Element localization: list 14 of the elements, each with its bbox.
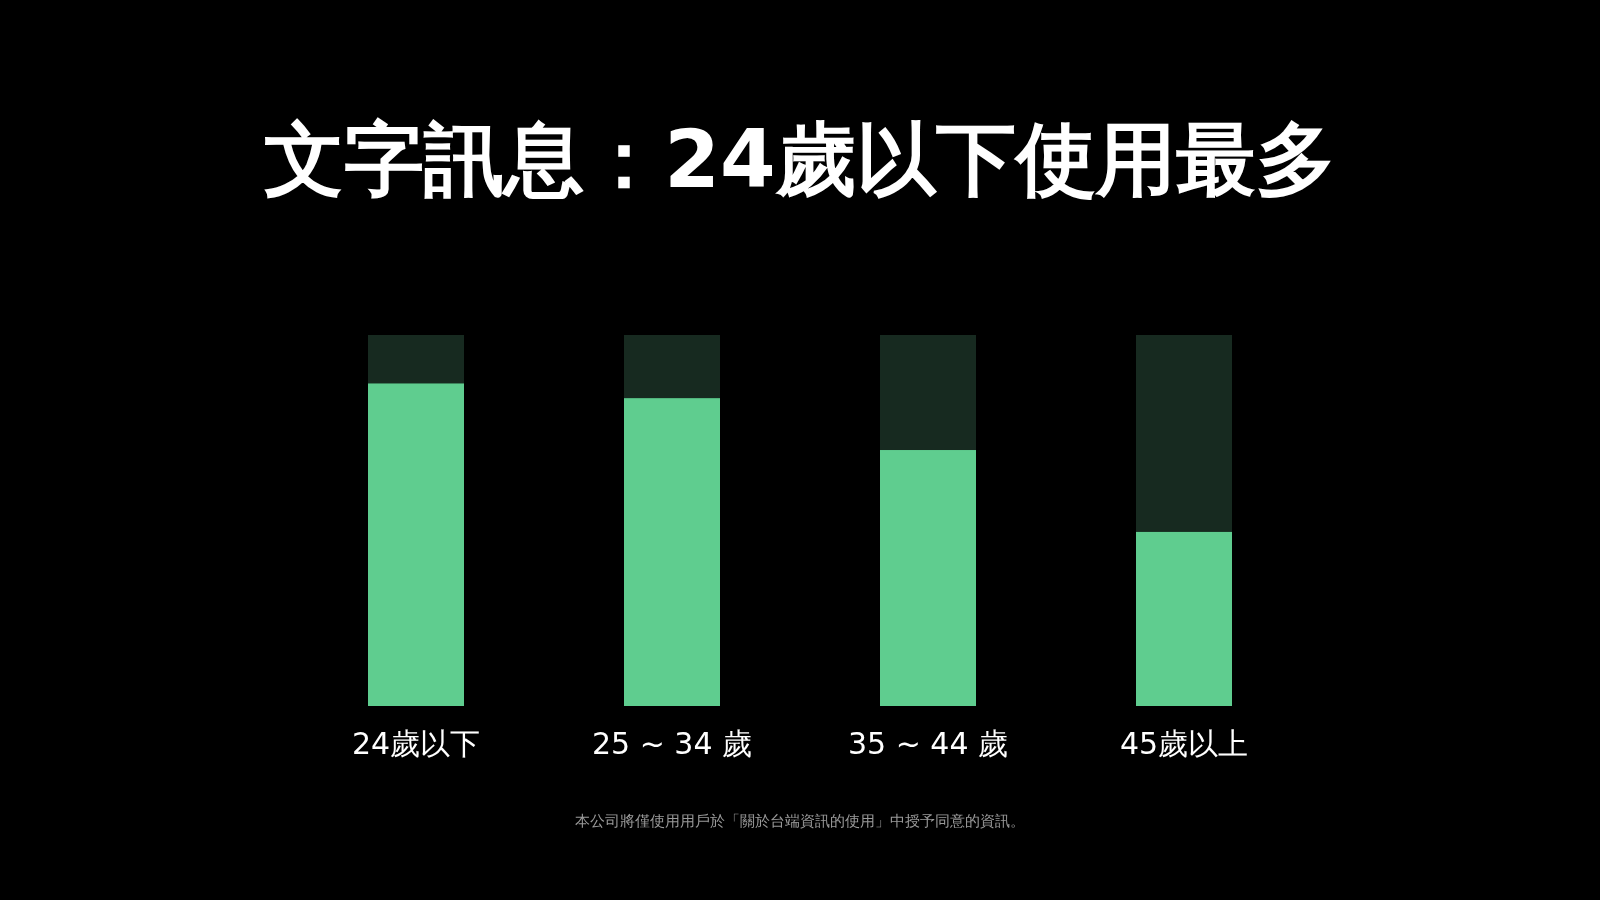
bar (368, 335, 464, 384)
bar (1136, 531, 1232, 706)
x-tick-label: 25 ~ 34 歲 (591, 726, 753, 761)
x-tick-label: 45歲以上 (1119, 726, 1249, 761)
bar (880, 335, 976, 451)
bar (368, 383, 464, 706)
chart-title: 文字訊息：24歲以下使用最多 (264, 113, 1336, 206)
x-tick-label: 35 ~ 44 歲 (847, 726, 1009, 761)
bar (624, 335, 720, 399)
bar (1136, 335, 1232, 532)
text: 本公司將僅使用用戶於「關於台端資訊的使用」中授予同意的資訊。 (575, 812, 1025, 830)
bar (624, 398, 720, 706)
bar (880, 450, 976, 706)
x-tick-label: 24歲以下 (351, 726, 481, 761)
